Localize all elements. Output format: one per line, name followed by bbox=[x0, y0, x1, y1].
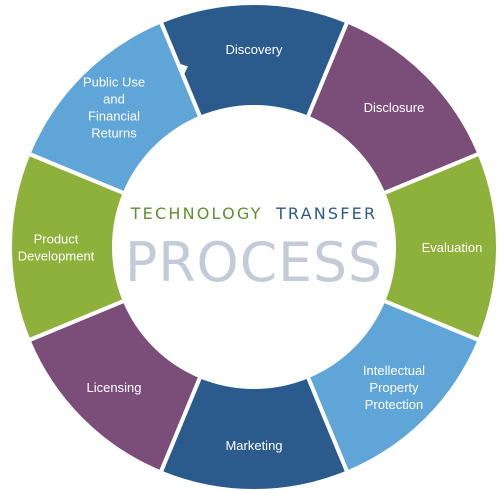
segment-label-ip: Intellectual Property Protection bbox=[363, 363, 425, 412]
segment-label-line: Marketing bbox=[225, 438, 282, 453]
segment-label-line: Public Use bbox=[83, 74, 145, 89]
segment-label-licensing: Licensing bbox=[87, 380, 142, 395]
segment-label-line: Product bbox=[34, 232, 79, 247]
segment-label-marketing: Marketing bbox=[225, 438, 282, 453]
segment-label-line: Evaluation bbox=[422, 240, 483, 255]
segments-layer bbox=[8, 1, 500, 491]
center-title: TECHNOLOGY TRANSFER PROCESS bbox=[125, 204, 383, 294]
segment-label-line: Licensing bbox=[87, 380, 142, 395]
segment-label-line: Discovery bbox=[225, 42, 283, 57]
segment-label-line: and bbox=[103, 91, 125, 106]
segment-label-line: Development bbox=[18, 249, 95, 264]
segment-label-line: Protection bbox=[365, 397, 424, 412]
segment-label-line: Disclosure bbox=[364, 100, 425, 115]
title-process: PROCESS bbox=[125, 231, 383, 294]
segment-label-line: Intellectual bbox=[363, 363, 425, 378]
segment-label-product: Product Development bbox=[18, 232, 95, 264]
segment-label-line: Financial bbox=[88, 108, 140, 123]
labels-layer: Discovery Disclosure Evaluation Intellectua… bbox=[18, 42, 483, 453]
segment-label-public-use: Public Use and Financial Returns bbox=[83, 74, 145, 140]
segment-label-line: Property bbox=[369, 380, 419, 395]
segment-label-evaluation: Evaluation bbox=[422, 240, 483, 255]
segment-arrow-public-use bbox=[177, 63, 188, 77]
title-transfer: TRANSFER bbox=[275, 204, 377, 223]
segment-public-use bbox=[25, 18, 204, 197]
title-technology: TECHNOLOGY bbox=[130, 204, 263, 223]
title-line-1: TECHNOLOGY TRANSFER bbox=[130, 204, 378, 223]
segment-label-discovery: Discovery bbox=[225, 42, 283, 57]
segment-label-line: Returns bbox=[91, 125, 137, 140]
segment-label-disclosure: Disclosure bbox=[364, 100, 425, 115]
